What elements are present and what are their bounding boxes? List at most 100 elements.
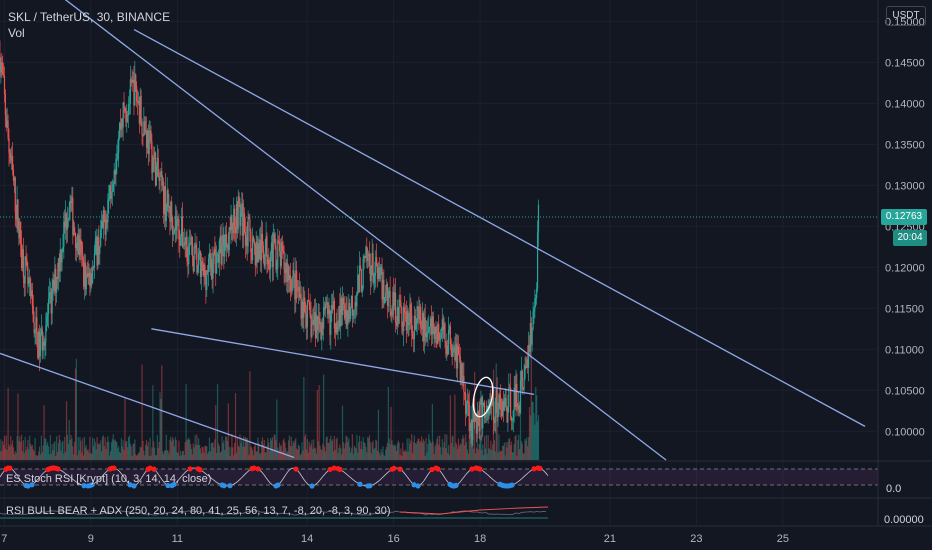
volume-bar [53,443,55,460]
candle-body [455,343,457,361]
candle-body [17,199,19,230]
volume-bar [303,376,305,460]
volume-bar [248,454,250,460]
time-tick: 16 [387,533,399,545]
candle-body [29,278,31,284]
candle-body [465,403,468,415]
candle-body [165,210,167,221]
candle-body [438,323,440,334]
volume-bar [464,445,466,460]
time-axis[interactable]: 7 9 11 14 16 18 21 23 25 [1,533,789,545]
volume-bar [345,435,347,460]
candle-body [198,250,201,254]
candle-body [503,399,505,411]
candle-body [122,102,124,128]
bull-bear-label[interactable]: RSI BULL BEAR + ADX (250, 20, 24, 80, 41… [6,505,391,517]
volume-bar [536,395,538,460]
candle-body [201,260,203,263]
volume-bar [33,450,35,460]
candle-body [410,304,412,315]
price-axis[interactable]: 0.150000.145000.140000.135000.130000.125… [885,16,925,438]
candle-body [372,252,374,283]
volume-bar [127,437,130,460]
volume-bar [1,450,3,460]
volume-bar [322,444,324,460]
stoch-overbought-dot [477,466,483,472]
candle-body [71,197,73,203]
candle-body [445,341,447,355]
volume-bar [505,441,507,460]
volume-bar [187,439,189,460]
volume-bar [506,447,508,460]
volume-bar [396,443,398,460]
candle-body [359,265,362,270]
volume-bar [44,438,46,460]
candle-body [225,234,228,248]
candle-body [5,115,7,128]
volume-bar [64,436,66,460]
candle-body [72,197,74,235]
volume-bar [413,435,416,460]
volume-bar [96,437,98,460]
volume-bar [321,450,323,460]
volume-bar [324,451,327,460]
candle-body [361,288,363,292]
volume-bar [430,441,432,460]
candle-body [73,227,75,235]
volume-bar [135,454,137,460]
candle-body [288,275,291,281]
candle-body [315,315,318,339]
trendline[interactable] [0,352,295,459]
stoch-rsi-label[interactable]: ES Stoch RSI [Krypt] (10, 3, 14, 14, clo… [6,473,212,485]
volume-bar [208,437,211,460]
candle-body [241,203,243,213]
stoch-oversold-dot [25,483,31,489]
volume-bar [358,441,360,460]
candle-body [0,62,2,73]
candle-body [457,345,460,355]
candle-body [180,216,183,237]
volume-bar [382,446,384,460]
volume-bar [298,446,300,460]
candle-body [252,236,255,242]
volume-bar [323,446,326,460]
candle-body [366,246,368,262]
trendline[interactable] [151,328,535,396]
candle-body [185,236,187,245]
volume-bar [291,446,293,460]
volume-bar [114,439,116,460]
candle-body [316,315,318,331]
currency-button[interactable]: USDT [886,6,926,26]
candle-body [522,387,524,390]
volume-bar [522,453,524,460]
candle-body [469,429,471,432]
trendline[interactable] [56,0,667,461]
volume-bar [354,447,356,460]
candle-body [387,294,389,306]
trendline[interactable] [133,28,866,427]
candle-body [109,185,112,199]
volume-bar [422,439,425,460]
candle-body [421,327,423,330]
volume-bar [220,451,222,460]
candle-body [221,246,223,265]
symbol-title[interactable]: SKL / TetherUS, 30, BINANCE [8,10,171,24]
candle-body [89,272,91,287]
candle-body [311,323,313,337]
candle-body [504,397,506,400]
candle-body [154,152,156,160]
volume-bar [305,434,307,460]
volume-bar [527,437,530,460]
candle-body [285,262,287,274]
volume-bar [425,437,427,460]
volume-bar [175,440,177,460]
candle-body [256,241,258,262]
volume-bar [359,448,362,460]
volume-bar [70,434,72,460]
candle-body [205,276,207,291]
candle-body [332,300,335,309]
candle-body [298,286,300,298]
volume-bar [134,439,136,460]
candle-body [204,265,206,277]
